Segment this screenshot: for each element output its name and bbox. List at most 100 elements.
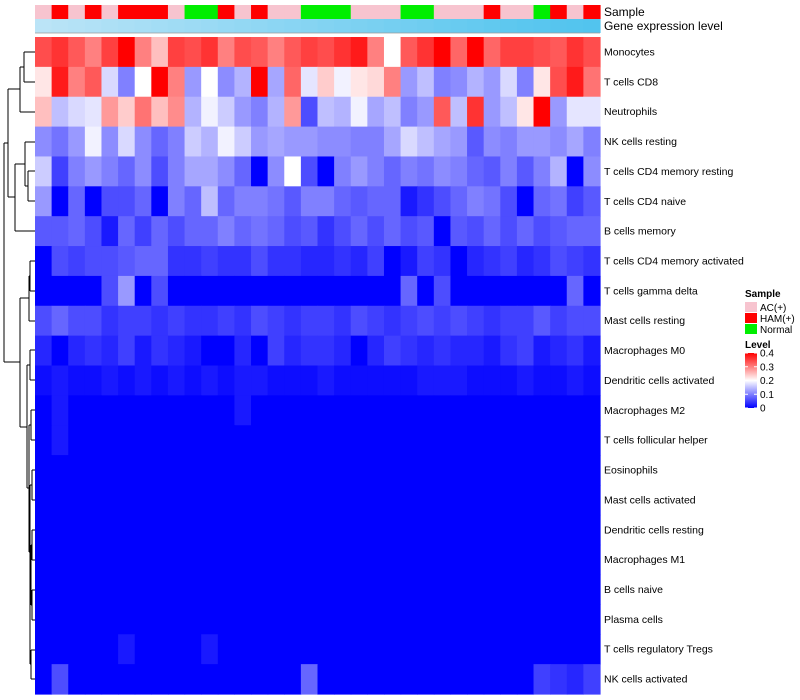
heatmap-cell	[68, 484, 86, 516]
heatmap-cell	[550, 634, 568, 665]
annotation-tracks	[35, 5, 601, 34]
heatmap-cell	[51, 634, 69, 665]
heatmap-cell	[334, 37, 352, 68]
heatmap-cell	[51, 96, 69, 128]
heatmap-cell	[483, 186, 501, 217]
heatmap-cell	[516, 455, 535, 486]
row-dendrogram	[3, 51, 35, 680]
heatmap-cell	[516, 275, 535, 307]
heatmap-cell	[533, 664, 551, 695]
gene-expression-annotation-cell	[151, 19, 169, 33]
heatmap-cell	[516, 425, 535, 456]
heatmap-cell	[251, 604, 269, 635]
heatmap-cell	[566, 604, 584, 635]
heatmap-cell	[583, 455, 601, 486]
heatmap-cell	[151, 96, 169, 128]
heatmap-cell	[550, 395, 568, 426]
sample-annotation-cell	[234, 5, 252, 19]
heatmap-cell	[583, 186, 601, 217]
heatmap-cell	[267, 216, 285, 247]
heatmap-cell	[151, 186, 169, 217]
heatmap-cell	[467, 484, 485, 516]
heatmap-cell	[167, 425, 186, 456]
sample-annotation-cell	[383, 5, 402, 19]
heatmap-cell	[583, 544, 601, 576]
heatmap-cell	[350, 186, 368, 217]
heatmap-cell	[217, 126, 236, 158]
heatmap-cell	[400, 246, 418, 277]
heatmap-cell	[217, 574, 236, 606]
heatmap-cell	[184, 455, 202, 486]
heatmap-cell	[334, 574, 352, 606]
heatmap-cell	[483, 216, 501, 247]
heatmap-cell	[151, 156, 169, 187]
heatmap-cell	[284, 455, 302, 486]
heatmap-cell	[500, 335, 518, 367]
heatmap-cell	[350, 455, 368, 486]
heatmap-cell	[516, 216, 535, 247]
heatmap-cell	[500, 96, 518, 128]
heatmap-cell	[500, 66, 518, 98]
heatmap-cell	[167, 544, 186, 576]
heatmap-cell	[483, 604, 501, 635]
heatmap-cell	[533, 574, 551, 606]
heatmap-cell	[134, 425, 152, 456]
heatmap-cell	[400, 126, 418, 158]
heatmap-cell	[284, 305, 302, 337]
heatmap-cell	[516, 126, 535, 158]
sample-annotation-cell	[300, 5, 319, 19]
heatmap-cell	[201, 664, 219, 695]
heatmap-cell	[516, 604, 535, 635]
heatmap-cell	[300, 544, 319, 576]
dendrogram-branch	[29, 349, 35, 381]
heatmap-cell	[467, 246, 485, 277]
heatmap-cell	[350, 484, 368, 516]
heatmap-cell	[400, 664, 418, 695]
heatmap-cell	[433, 544, 452, 576]
heatmap-cell	[317, 544, 335, 576]
heatmap-cell	[35, 37, 53, 68]
heatmap-cell	[383, 425, 402, 456]
heatmap-cell	[383, 395, 402, 426]
heatmap-cell	[566, 66, 584, 98]
heatmap-cell	[500, 365, 518, 396]
heatmap-cell	[400, 186, 418, 217]
heatmap-cell	[234, 604, 252, 635]
row-label: Macrophages M2	[604, 405, 685, 417]
heatmap-cell	[217, 66, 236, 98]
row-labels: Monocytes T cells CD8 Neutrophils NK cells …	[604, 46, 744, 685]
heatmap-cell	[583, 37, 601, 68]
heatmap-cell	[51, 664, 69, 695]
heatmap-cell	[217, 96, 236, 128]
heatmap-cell	[184, 634, 202, 665]
heatmap-cell	[566, 365, 584, 396]
heatmap-cell	[68, 455, 86, 486]
heatmap-cell	[68, 634, 86, 665]
heatmap-cell	[35, 246, 53, 277]
heatmap-cell	[317, 484, 335, 516]
heatmap-cell	[251, 305, 269, 337]
gene-expression-annotation-cell	[400, 19, 418, 33]
heatmap-cell	[533, 634, 551, 665]
heatmap-cell	[151, 365, 169, 396]
heatmap-cell	[234, 484, 252, 516]
heatmap-cell	[68, 514, 86, 546]
heatmap-cell	[450, 156, 468, 187]
heatmap-cell	[184, 425, 202, 456]
heatmap-cell	[317, 335, 335, 367]
heatmap-cell	[300, 514, 319, 546]
gene-expression-annotation-cell	[417, 19, 435, 33]
heatmap-cell	[417, 365, 435, 396]
heatmap-cell	[516, 96, 535, 128]
heatmap-cell	[68, 664, 86, 695]
heatmap-cell	[267, 66, 285, 98]
sample-annotation-cell	[201, 5, 219, 19]
gene-expression-annotation-cell	[533, 19, 551, 33]
heatmap-cell	[483, 246, 501, 277]
heatmap-cell	[367, 66, 385, 98]
heatmap-cell	[550, 365, 568, 396]
heatmap-cell	[483, 275, 501, 307]
heatmap-cell	[550, 246, 568, 277]
heatmap-cell	[433, 275, 452, 307]
heatmap-cell	[566, 305, 584, 337]
